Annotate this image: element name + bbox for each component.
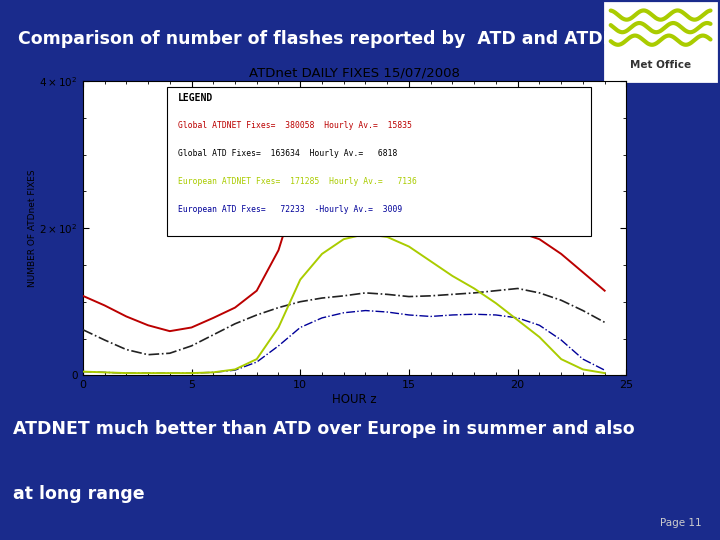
Title: ATDnet DAILY FIXES 15/07/2008: ATDnet DAILY FIXES 15/07/2008 <box>249 67 460 80</box>
FancyBboxPatch shape <box>605 3 716 81</box>
Text: European ATD Fxes=   72233  -Hourly Av.=  3009: European ATD Fxes= 72233 -Hourly Av.= 30… <box>178 205 402 214</box>
Text: at long range: at long range <box>13 485 145 503</box>
Text: European ATDNET Fxes=  171285  Hourly Av.=   7136: European ATDNET Fxes= 171285 Hourly Av.=… <box>178 177 417 186</box>
Text: Global ATD Fixes=  163634  Hourly Av.=   6818: Global ATD Fixes= 163634 Hourly Av.= 681… <box>178 148 397 158</box>
Text: Comparison of number of flashes reported by  ATD and ATDNET: Comparison of number of flashes reported… <box>18 30 641 48</box>
Text: European ATD Fxes=   72233  -Hourly Av.=  3009: European ATD Fxes= 72233 -Hourly Av.= 30… <box>178 205 402 214</box>
Bar <box>167 87 591 235</box>
Y-axis label: NUMBER OF ATDnet FIXES: NUMBER OF ATDnet FIXES <box>27 170 37 287</box>
Text: Page 11: Page 11 <box>660 518 702 528</box>
Text: ATDNET much better than ATD over Europe in summer and also: ATDNET much better than ATD over Europe … <box>13 420 634 438</box>
Text: Global ATDNET Fixes=  380058  Hourly Av.=  15835: Global ATDNET Fixes= 380058 Hourly Av.= … <box>178 121 412 130</box>
Text: European ATDNET Fxes=  171285  Hourly Av.=   7136: European ATDNET Fxes= 171285 Hourly Av.=… <box>178 177 417 186</box>
Text: LEGEND: LEGEND <box>178 93 213 103</box>
Text: LEGEND: LEGEND <box>178 93 213 103</box>
Text: Global ATDNET Fixes=  380058  Hourly Av.=  15835: Global ATDNET Fixes= 380058 Hourly Av.= … <box>178 121 412 130</box>
Text: Met Office: Met Office <box>630 60 691 70</box>
Text: Global ATD Fixes=  163634  Hourly Av.=   6818: Global ATD Fixes= 163634 Hourly Av.= 681… <box>178 148 397 158</box>
X-axis label: HOUR z: HOUR z <box>333 393 377 406</box>
